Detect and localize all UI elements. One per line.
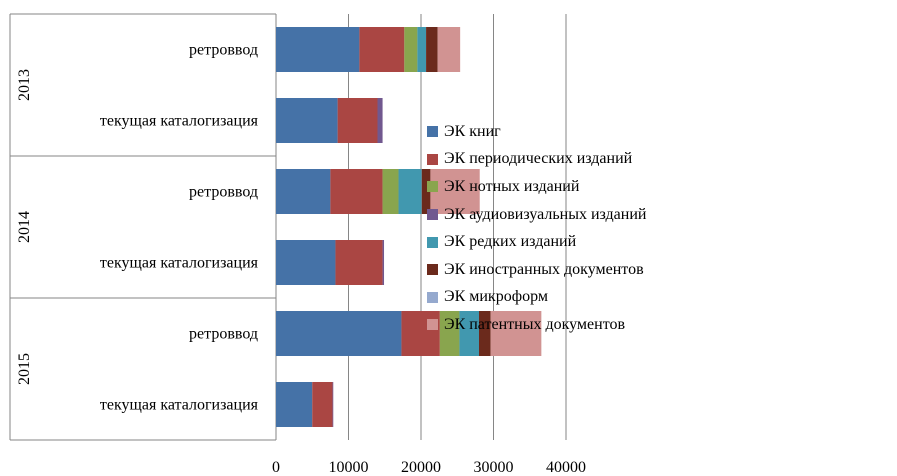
axis-lines — [9, 13, 277, 441]
bar-segment — [479, 311, 491, 356]
bar-segment — [459, 311, 479, 356]
bars — [276, 27, 542, 427]
legend-item: ЭК аудиовизуальных изданий — [427, 201, 897, 229]
legend-label: ЭК редких изданий — [444, 233, 577, 251]
legend-label: ЭК периодических изданий — [444, 150, 633, 168]
bar-segment — [430, 169, 480, 214]
group-label: 2014 — [16, 211, 33, 243]
legend-item: ЭК иностранных документов — [427, 256, 897, 284]
bar-segment — [377, 98, 383, 143]
x-tick-label: 10000 — [329, 459, 369, 476]
bar-segment — [426, 27, 438, 72]
x-tick-label: 30000 — [474, 459, 514, 476]
gridlines — [348, 14, 567, 440]
legend-item: ЭК нотных изданий — [427, 173, 897, 201]
legend-swatch — [427, 291, 438, 303]
bar-segment — [404, 27, 418, 72]
x-tick-label: 0 — [272, 459, 280, 476]
bar-segment — [332, 382, 334, 427]
legend-item: ЭК редких изданий — [427, 228, 897, 256]
bar-segment — [312, 382, 333, 427]
category-label: текущая каталогизация — [100, 255, 259, 272]
bar-segment — [382, 169, 399, 214]
bar-segment — [398, 169, 422, 214]
legend-item: ЭК патентных документов — [427, 311, 897, 339]
x-tick-labels: 0 10000 20000 30000 40000 — [272, 459, 586, 476]
bar-segment — [437, 27, 461, 72]
legend-swatch — [427, 153, 438, 165]
category-label: текущая каталогизация — [100, 397, 259, 414]
legend-swatch — [427, 236, 438, 248]
category-label: текущая каталогизация — [100, 113, 259, 130]
legend-label: ЭК нотных изданий — [444, 177, 580, 195]
bar-segment — [421, 169, 431, 214]
bar-segment — [382, 240, 385, 285]
bar-segment — [401, 311, 440, 356]
bar-segment — [359, 27, 405, 72]
bar-segment — [276, 98, 338, 143]
legend-swatch — [427, 181, 438, 193]
x-tick-label: 40000 — [546, 459, 586, 476]
bar-segment — [276, 311, 402, 356]
bar-segment — [276, 169, 331, 214]
bar-segment — [276, 240, 336, 285]
legend-item: ЭК микроформ — [427, 284, 897, 312]
category-labels: ретроввод текущая каталогизация ретроввод т… — [16, 42, 259, 414]
bar-segment — [330, 169, 383, 214]
bar-segment — [417, 27, 427, 72]
bar-segment — [490, 311, 542, 356]
legend-label: ЭК аудиовизуальных изданий — [444, 205, 647, 223]
x-tick-label: 20000 — [401, 459, 441, 476]
legend-label: ЭК микроформ — [444, 288, 548, 306]
legend-label: ЭК книг — [444, 122, 501, 140]
bar-segment — [276, 382, 313, 427]
group-label: 2015 — [16, 353, 33, 385]
bar-segment — [276, 27, 360, 72]
legend-swatch — [427, 264, 438, 276]
category-label: ретроввод — [189, 184, 258, 201]
legend-label: ЭК иностранных документов — [444, 260, 644, 278]
category-label: ретроввод — [189, 42, 258, 59]
legend: ЭК книг ЭК периодических изданий ЭК нотных… — [427, 118, 897, 339]
legend-label: ЭК патентных документов — [444, 315, 626, 333]
legend-swatch — [427, 126, 438, 138]
bar-segment — [439, 311, 460, 356]
legend-swatch — [427, 209, 438, 221]
legend-swatch — [427, 319, 438, 331]
bar-segment — [337, 98, 378, 143]
legend-item: ЭК периодических изданий — [427, 146, 897, 174]
category-label: ретроввод — [189, 326, 258, 343]
group-label: 2013 — [16, 69, 33, 101]
legend-item: ЭК книг — [427, 118, 897, 146]
bar-segment — [335, 240, 383, 285]
